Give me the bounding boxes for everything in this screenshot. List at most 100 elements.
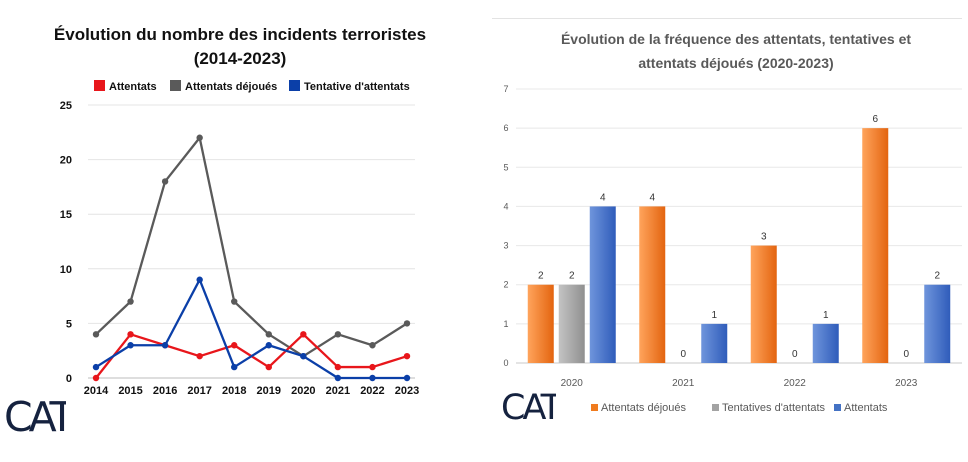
- data-point: [92, 374, 100, 382]
- data-point: [92, 363, 100, 371]
- x-tick-label: 2017: [187, 385, 211, 397]
- bar-chart-panel: Évolution de la fréquence des attentats,…: [478, 0, 968, 457]
- legend-label: Tentative d'attentats: [304, 81, 410, 93]
- y-tick-label: 0: [66, 373, 72, 385]
- line-chart-panel: Évolution du nombre des incidents terror…: [0, 0, 470, 457]
- x-tick-label: 2014: [84, 385, 109, 397]
- data-label: 2: [934, 271, 940, 282]
- data-point: [196, 134, 203, 141]
- data-point: [403, 320, 411, 327]
- y-tick-label: 4: [503, 201, 508, 211]
- y-tick-label: 10: [60, 264, 72, 276]
- data-point: [300, 331, 307, 338]
- data-point: [127, 298, 134, 305]
- bar: [527, 284, 554, 363]
- chart-title-line2: attentats déjoués (2020-2023): [638, 55, 833, 71]
- x-tick-label: 2021: [672, 378, 695, 389]
- chart-legend: Attentats Attentats déjoués Tentative d'at…: [94, 80, 410, 93]
- y-tick-label: 0: [503, 358, 508, 368]
- bar: [701, 323, 728, 363]
- legend-swatch: [591, 404, 598, 411]
- data-point: [334, 363, 342, 371]
- cat-logo: CAT: [500, 385, 566, 430]
- series-line-3: [95, 278, 407, 380]
- chart-title-line2: (2014-2023): [194, 49, 287, 68]
- data-point: [369, 374, 376, 382]
- data-label: 1: [823, 310, 829, 321]
- y-tick-label: 1: [503, 319, 508, 329]
- legend-label: Attentats déjoués: [601, 402, 687, 414]
- data-label: 0: [903, 349, 909, 360]
- legend-label: Attentats déjoués: [185, 81, 277, 93]
- x-tick-label: 2020: [561, 378, 584, 389]
- data-point: [127, 342, 134, 349]
- chart-title-line1: Évolution du nombre des incidents terror…: [54, 25, 426, 44]
- bar: [862, 128, 889, 363]
- chart-title-line1: Évolution de la fréquence des attentats,…: [561, 31, 911, 47]
- y-tick-label: 6: [503, 123, 508, 133]
- bar: [639, 206, 666, 363]
- data-point: [161, 178, 169, 185]
- bar-chart: Évolution de la fréquence des attentats,…: [503, 31, 962, 414]
- series-line-2: [95, 136, 408, 358]
- x-tick-label: 2019: [257, 385, 281, 397]
- legend-label: Attentats: [844, 402, 888, 414]
- data-label: 1: [711, 310, 717, 321]
- data-point: [403, 352, 411, 360]
- cat-logo: CAT: [2, 392, 79, 441]
- data-label: 4: [600, 192, 606, 203]
- bar: [589, 206, 616, 363]
- data-point: [265, 331, 272, 338]
- y-tick-label: 5: [503, 162, 508, 172]
- data-label: 2: [569, 271, 575, 282]
- data-point: [231, 342, 238, 349]
- cat-logo-text: CAT: [4, 393, 66, 436]
- y-tick-label: 20: [60, 155, 72, 167]
- data-point: [127, 331, 134, 338]
- y-tick-label: 2: [503, 280, 508, 290]
- data-label: 2: [538, 271, 544, 282]
- data-point: [369, 342, 376, 349]
- data-point: [196, 276, 203, 283]
- x-tick-label: 2022: [784, 378, 807, 389]
- x-tick-label: 2016: [153, 385, 177, 397]
- data-point: [161, 342, 169, 349]
- bar: [558, 284, 585, 363]
- y-tick-label: 3: [503, 241, 508, 251]
- x-tick-label: 2021: [326, 385, 350, 397]
- line-chart: Évolution du nombre des incidents terror…: [54, 25, 426, 397]
- legend-label: Attentats: [109, 81, 157, 93]
- data-label: 6: [872, 114, 878, 125]
- cat-logo-text: CAT: [501, 388, 556, 425]
- data-point: [231, 363, 238, 371]
- legend-swatch: [712, 404, 719, 411]
- x-tick-label: 2020: [291, 385, 315, 397]
- y-tick-label: 7: [503, 84, 508, 94]
- data-label: 4: [649, 192, 655, 203]
- data-label: 3: [761, 232, 767, 243]
- data-point: [265, 363, 272, 371]
- chart-legend: Attentats déjoués Tentatives d'attentats A…: [591, 402, 888, 414]
- data-point: [92, 331, 100, 338]
- x-tick-label: 2018: [222, 385, 246, 397]
- bar: [924, 284, 951, 363]
- y-tick-label: 5: [66, 318, 72, 330]
- x-tick-label: 2022: [360, 385, 384, 397]
- legend-swatch: [170, 80, 181, 91]
- legend-label: Tentatives d'attentats: [722, 402, 825, 414]
- data-point: [300, 352, 307, 360]
- y-tick-label: 15: [60, 209, 72, 221]
- x-tick-label: 2023: [895, 378, 918, 389]
- data-point: [265, 342, 272, 349]
- data-label: 0: [792, 349, 798, 360]
- x-tick-label: 2015: [118, 385, 142, 397]
- data-point: [369, 363, 376, 371]
- data-point: [334, 374, 342, 382]
- data-point: [231, 298, 238, 305]
- legend-swatch: [289, 80, 300, 91]
- legend-swatch: [834, 404, 841, 411]
- y-tick-label: 25: [60, 100, 72, 112]
- bar: [750, 245, 777, 363]
- x-tick-label: 2023: [395, 385, 419, 397]
- bar: [812, 323, 839, 363]
